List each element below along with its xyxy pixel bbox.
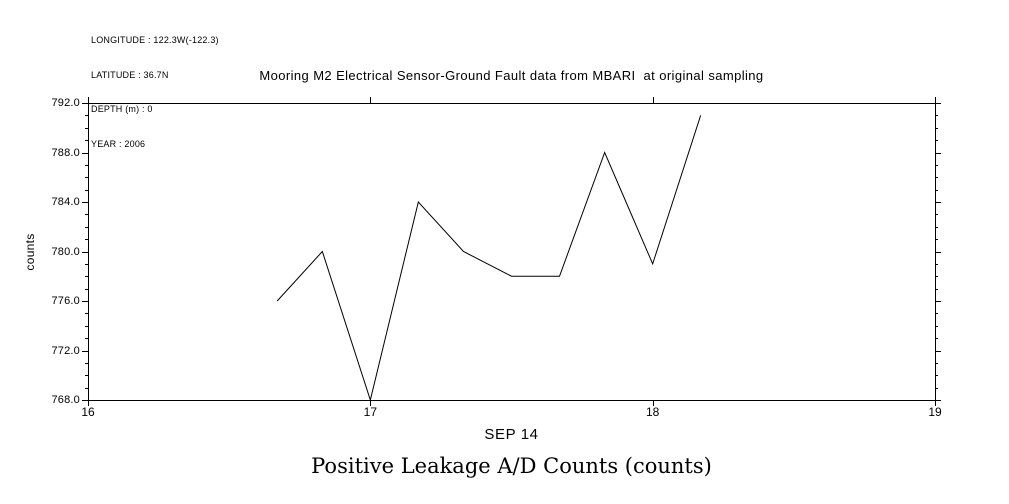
year-text: YEAR : 2006 [91, 138, 146, 149]
plot-frame [88, 103, 936, 401]
y-tick-label: 772.0 [51, 344, 80, 357]
y-tick-label: 784.0 [51, 196, 80, 208]
y-tick-label: 780.0 [51, 245, 80, 258]
metadata-block: LONGITUDE : 122.3W(-122.3) LATITUDE : 36… [91, 12, 219, 173]
bottom-title: Positive Leakage A/D Counts (counts) [311, 454, 712, 478]
longitude-text: LONGITUDE : 122.3W(-122.3) [91, 35, 219, 45]
latitude-text: LATITUDE : 36.7N [91, 69, 169, 80]
x-axis-date-label: SEP 14 [484, 426, 539, 443]
data-line [276, 115, 702, 402]
x-tick-label: 17 [363, 405, 377, 419]
x-tick-label: 18 [645, 405, 660, 419]
y-tick-label: 792.0 [51, 97, 80, 109]
x-tick-label: 16 [81, 405, 95, 419]
x-tick-label: 19 [928, 405, 942, 419]
y-tick-label: 768.0 [51, 394, 80, 406]
chart-title: Mooring M2 Electrical Sensor-Ground Faul… [259, 68, 764, 83]
y-tick-label: 788.0 [51, 146, 80, 159]
y-tick-label: 776.0 [51, 295, 80, 307]
depth-text: DEPTH (m) : 0 [91, 104, 153, 114]
